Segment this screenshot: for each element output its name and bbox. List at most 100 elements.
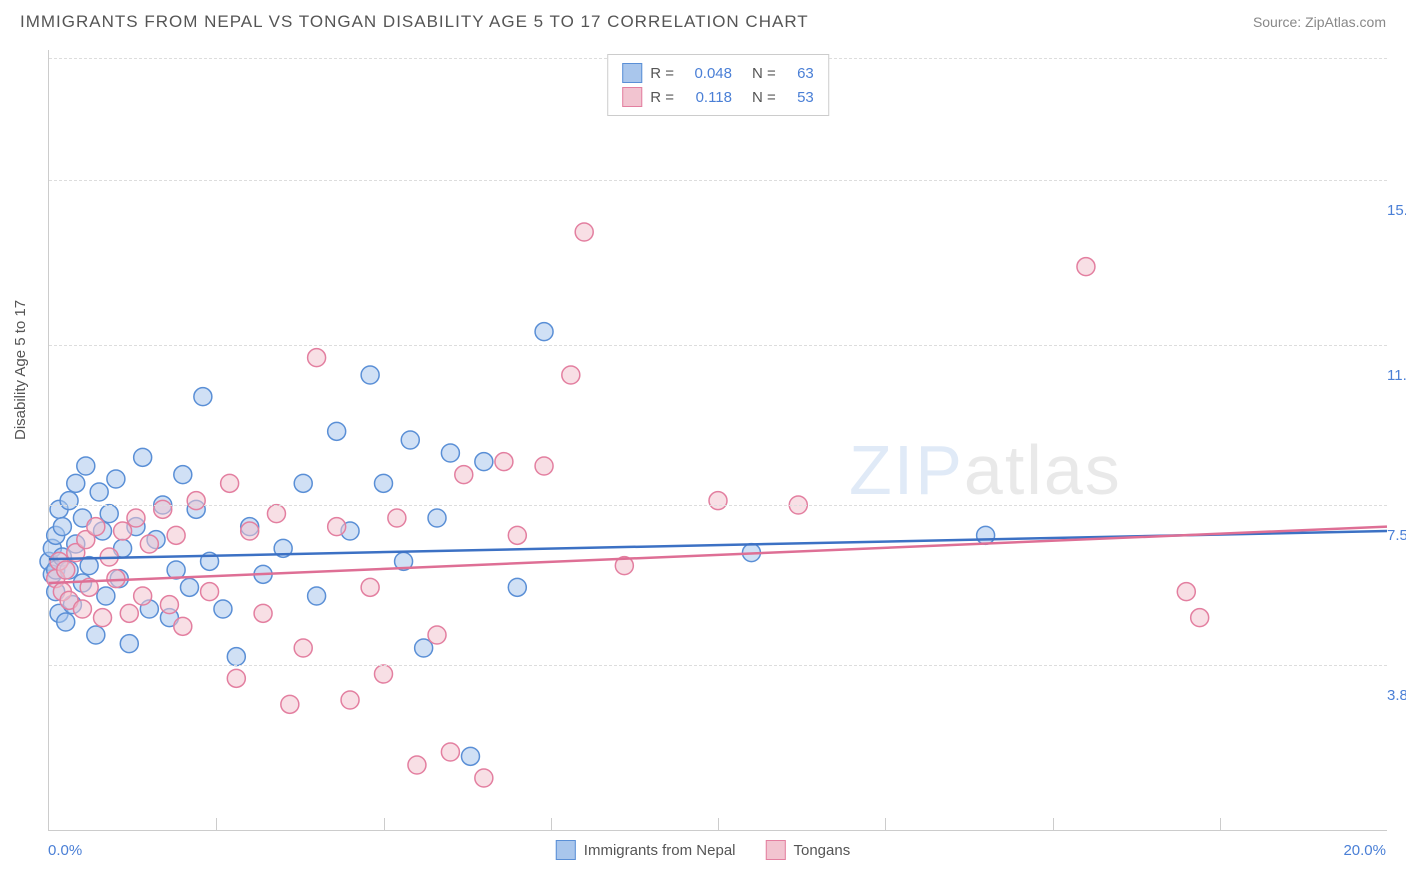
data-point <box>361 366 379 384</box>
legend-n-value: 53 <box>784 89 814 106</box>
data-point <box>341 691 359 709</box>
data-point <box>53 518 71 536</box>
data-point <box>388 509 406 527</box>
data-point <box>267 505 285 523</box>
data-point <box>174 617 192 635</box>
data-point <box>475 453 493 471</box>
data-point <box>1191 609 1209 627</box>
legend-row: R =0.048N =63 <box>622 61 814 85</box>
legend-n-label: N = <box>752 89 776 106</box>
data-point <box>361 578 379 596</box>
data-point <box>120 604 138 622</box>
data-point <box>428 509 446 527</box>
series-legend: Immigrants from Nepal Tongans <box>556 840 850 860</box>
data-point <box>441 743 459 761</box>
data-point <box>57 561 75 579</box>
data-point <box>977 526 995 544</box>
legend-r-value: 0.118 <box>682 89 732 106</box>
data-point <box>328 518 346 536</box>
y-tick-label: 11.2% <box>1379 367 1406 384</box>
y-tick-label: 3.8% <box>1379 687 1406 704</box>
data-point <box>214 600 232 618</box>
y-axis-label: Disability Age 5 to 17 <box>12 300 29 440</box>
data-point <box>535 457 553 475</box>
y-tick-label: 15.0% <box>1379 202 1406 219</box>
data-point <box>160 596 178 614</box>
data-point <box>375 474 393 492</box>
tick-v <box>718 818 719 830</box>
series-legend-item: Immigrants from Nepal <box>556 840 736 860</box>
data-point <box>67 474 85 492</box>
data-point <box>227 648 245 666</box>
gridline-h <box>49 180 1387 181</box>
legend-swatch <box>556 840 576 860</box>
data-point <box>1177 583 1195 601</box>
data-point <box>294 639 312 657</box>
gridline-h <box>49 505 1387 506</box>
data-point <box>401 431 419 449</box>
data-point <box>455 466 473 484</box>
data-point <box>194 388 212 406</box>
data-point <box>87 626 105 644</box>
legend-swatch <box>622 87 642 107</box>
data-point <box>308 587 326 605</box>
data-point <box>73 600 91 618</box>
data-point <box>328 422 346 440</box>
x-axis-end-label: 20.0% <box>1343 842 1386 859</box>
legend-swatch <box>622 63 642 83</box>
tick-v <box>1053 818 1054 830</box>
data-point <box>167 526 185 544</box>
data-point <box>154 500 172 518</box>
data-point <box>60 492 78 510</box>
legend-r-value: 0.048 <box>682 65 732 82</box>
series-legend-item: Tongans <box>766 840 851 860</box>
tick-v <box>885 818 886 830</box>
data-point <box>428 626 446 644</box>
series-legend-label: Tongans <box>794 842 851 859</box>
data-point <box>294 474 312 492</box>
legend-swatch <box>766 840 786 860</box>
data-point <box>535 323 553 341</box>
data-point <box>127 509 145 527</box>
data-point <box>174 466 192 484</box>
data-point <box>107 570 125 588</box>
data-point <box>77 457 95 475</box>
data-point <box>495 453 513 471</box>
data-point <box>94 609 112 627</box>
data-point <box>57 613 75 631</box>
legend-row: R = 0.118 N = 53 <box>622 85 814 109</box>
data-point <box>562 366 580 384</box>
legend-r-label: R = <box>650 89 674 106</box>
data-point <box>508 578 526 596</box>
data-point <box>134 448 152 466</box>
data-point <box>281 695 299 713</box>
tick-v <box>384 818 385 830</box>
data-point <box>408 756 426 774</box>
chart-title: IMMIGRANTS FROM NEPAL VS TONGAN DISABILI… <box>20 12 809 32</box>
gridline-h <box>49 665 1387 666</box>
scatter-svg <box>49 50 1387 830</box>
data-point <box>221 474 239 492</box>
data-point <box>227 669 245 687</box>
data-point <box>375 665 393 683</box>
data-point <box>140 535 158 553</box>
data-point <box>87 518 105 536</box>
data-point <box>187 492 205 510</box>
data-point <box>120 635 138 653</box>
data-point <box>475 769 493 787</box>
legend-r-label: R = <box>650 65 674 82</box>
data-point <box>1077 258 1095 276</box>
legend-n-value: 63 <box>784 65 814 82</box>
tick-v <box>551 818 552 830</box>
data-point <box>90 483 108 501</box>
x-axis-start-label: 0.0% <box>48 842 82 859</box>
series-legend-label: Immigrants from Nepal <box>584 842 736 859</box>
source-label: Source: ZipAtlas.com <box>1253 14 1386 30</box>
data-point <box>180 578 198 596</box>
tick-v <box>216 818 217 830</box>
data-point <box>461 747 479 765</box>
stats-legend: R = 0.048 N = 63 R = 0.118 N = 53 <box>607 54 829 116</box>
gridline-h <box>49 345 1387 346</box>
data-point <box>508 526 526 544</box>
data-point <box>441 444 459 462</box>
